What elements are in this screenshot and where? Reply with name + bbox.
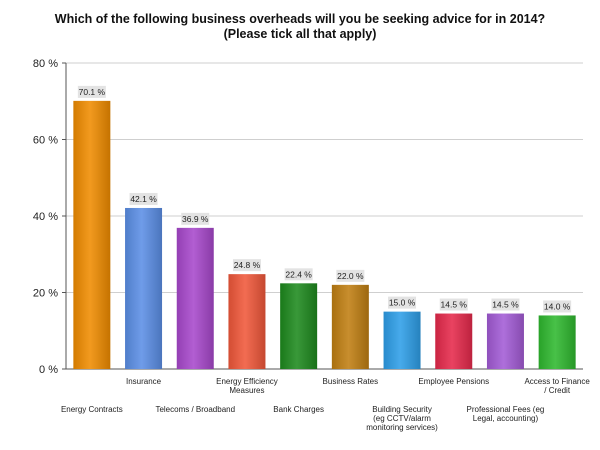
bar	[73, 100, 111, 370]
data-label-box	[129, 192, 158, 205]
bar	[486, 313, 524, 369]
category-label: Building Security (eg CCTV/alarm monitorin…	[366, 405, 438, 432]
category-label: Telecoms / Broadband	[155, 405, 235, 414]
data-label: 14.5 %	[441, 300, 468, 310]
data-label-box	[543, 300, 572, 313]
bar	[125, 207, 163, 369]
category-label: Insurance	[126, 377, 162, 386]
y-tick-label: 20 %	[33, 288, 58, 300]
category-label: Energy Efficiency Measures	[216, 377, 278, 395]
data-label: 42.1 %	[130, 194, 157, 204]
data-label: 14.5 %	[492, 300, 519, 310]
category-label: Business Rates	[323, 377, 379, 386]
category-label: Employee Pensions	[418, 377, 489, 386]
bar	[331, 284, 369, 369]
bar	[280, 283, 318, 369]
category-label: Professional Fees (eg Legal, accounting)	[467, 405, 545, 423]
data-label: 15.0 %	[389, 298, 416, 308]
data-label-box	[77, 85, 106, 98]
data-label-box	[284, 268, 313, 281]
bar	[383, 311, 421, 369]
y-tick-label: 80 %	[33, 58, 58, 70]
data-label: 24.8 %	[234, 260, 261, 270]
data-label-box	[388, 296, 417, 309]
chart-title-line-2: (Please tick all that apply)	[223, 27, 377, 41]
category-label: Access to Finance / Credit	[524, 377, 590, 395]
data-label: 36.9 %	[182, 214, 209, 224]
y-tick-label: 40 %	[33, 211, 58, 223]
data-label: 22.0 %	[337, 271, 364, 281]
chart-title: Which of the following business overhead…	[0, 12, 600, 42]
bar	[538, 315, 576, 369]
bar	[176, 227, 214, 369]
bar	[435, 313, 473, 369]
data-labels: 70.1 % 42.1 % 36.9 % 24.8 % 22.4 % 22.0 % 15.0…	[77, 85, 572, 313]
y-tick-label: 60 %	[33, 135, 58, 147]
data-label: 14.0 %	[544, 301, 571, 311]
chart-title-line-1: Which of the following business overhead…	[54, 12, 546, 26]
data-label-box	[491, 298, 520, 311]
bar	[228, 274, 266, 369]
category-label: Energy Contracts	[61, 405, 123, 414]
data-label-box	[439, 298, 468, 311]
data-label-box	[232, 259, 261, 272]
data-label-box	[336, 269, 365, 282]
category-label: Bank Charges	[273, 405, 324, 414]
bars	[73, 100, 576, 370]
category-labels: Energy Contracts Insurance Telecoms / Broa…	[61, 377, 590, 432]
data-label: 22.4 %	[285, 269, 312, 279]
y-tick-label: 0 %	[39, 364, 58, 376]
data-label: 70.1 %	[79, 87, 106, 97]
data-label-box	[181, 212, 210, 225]
